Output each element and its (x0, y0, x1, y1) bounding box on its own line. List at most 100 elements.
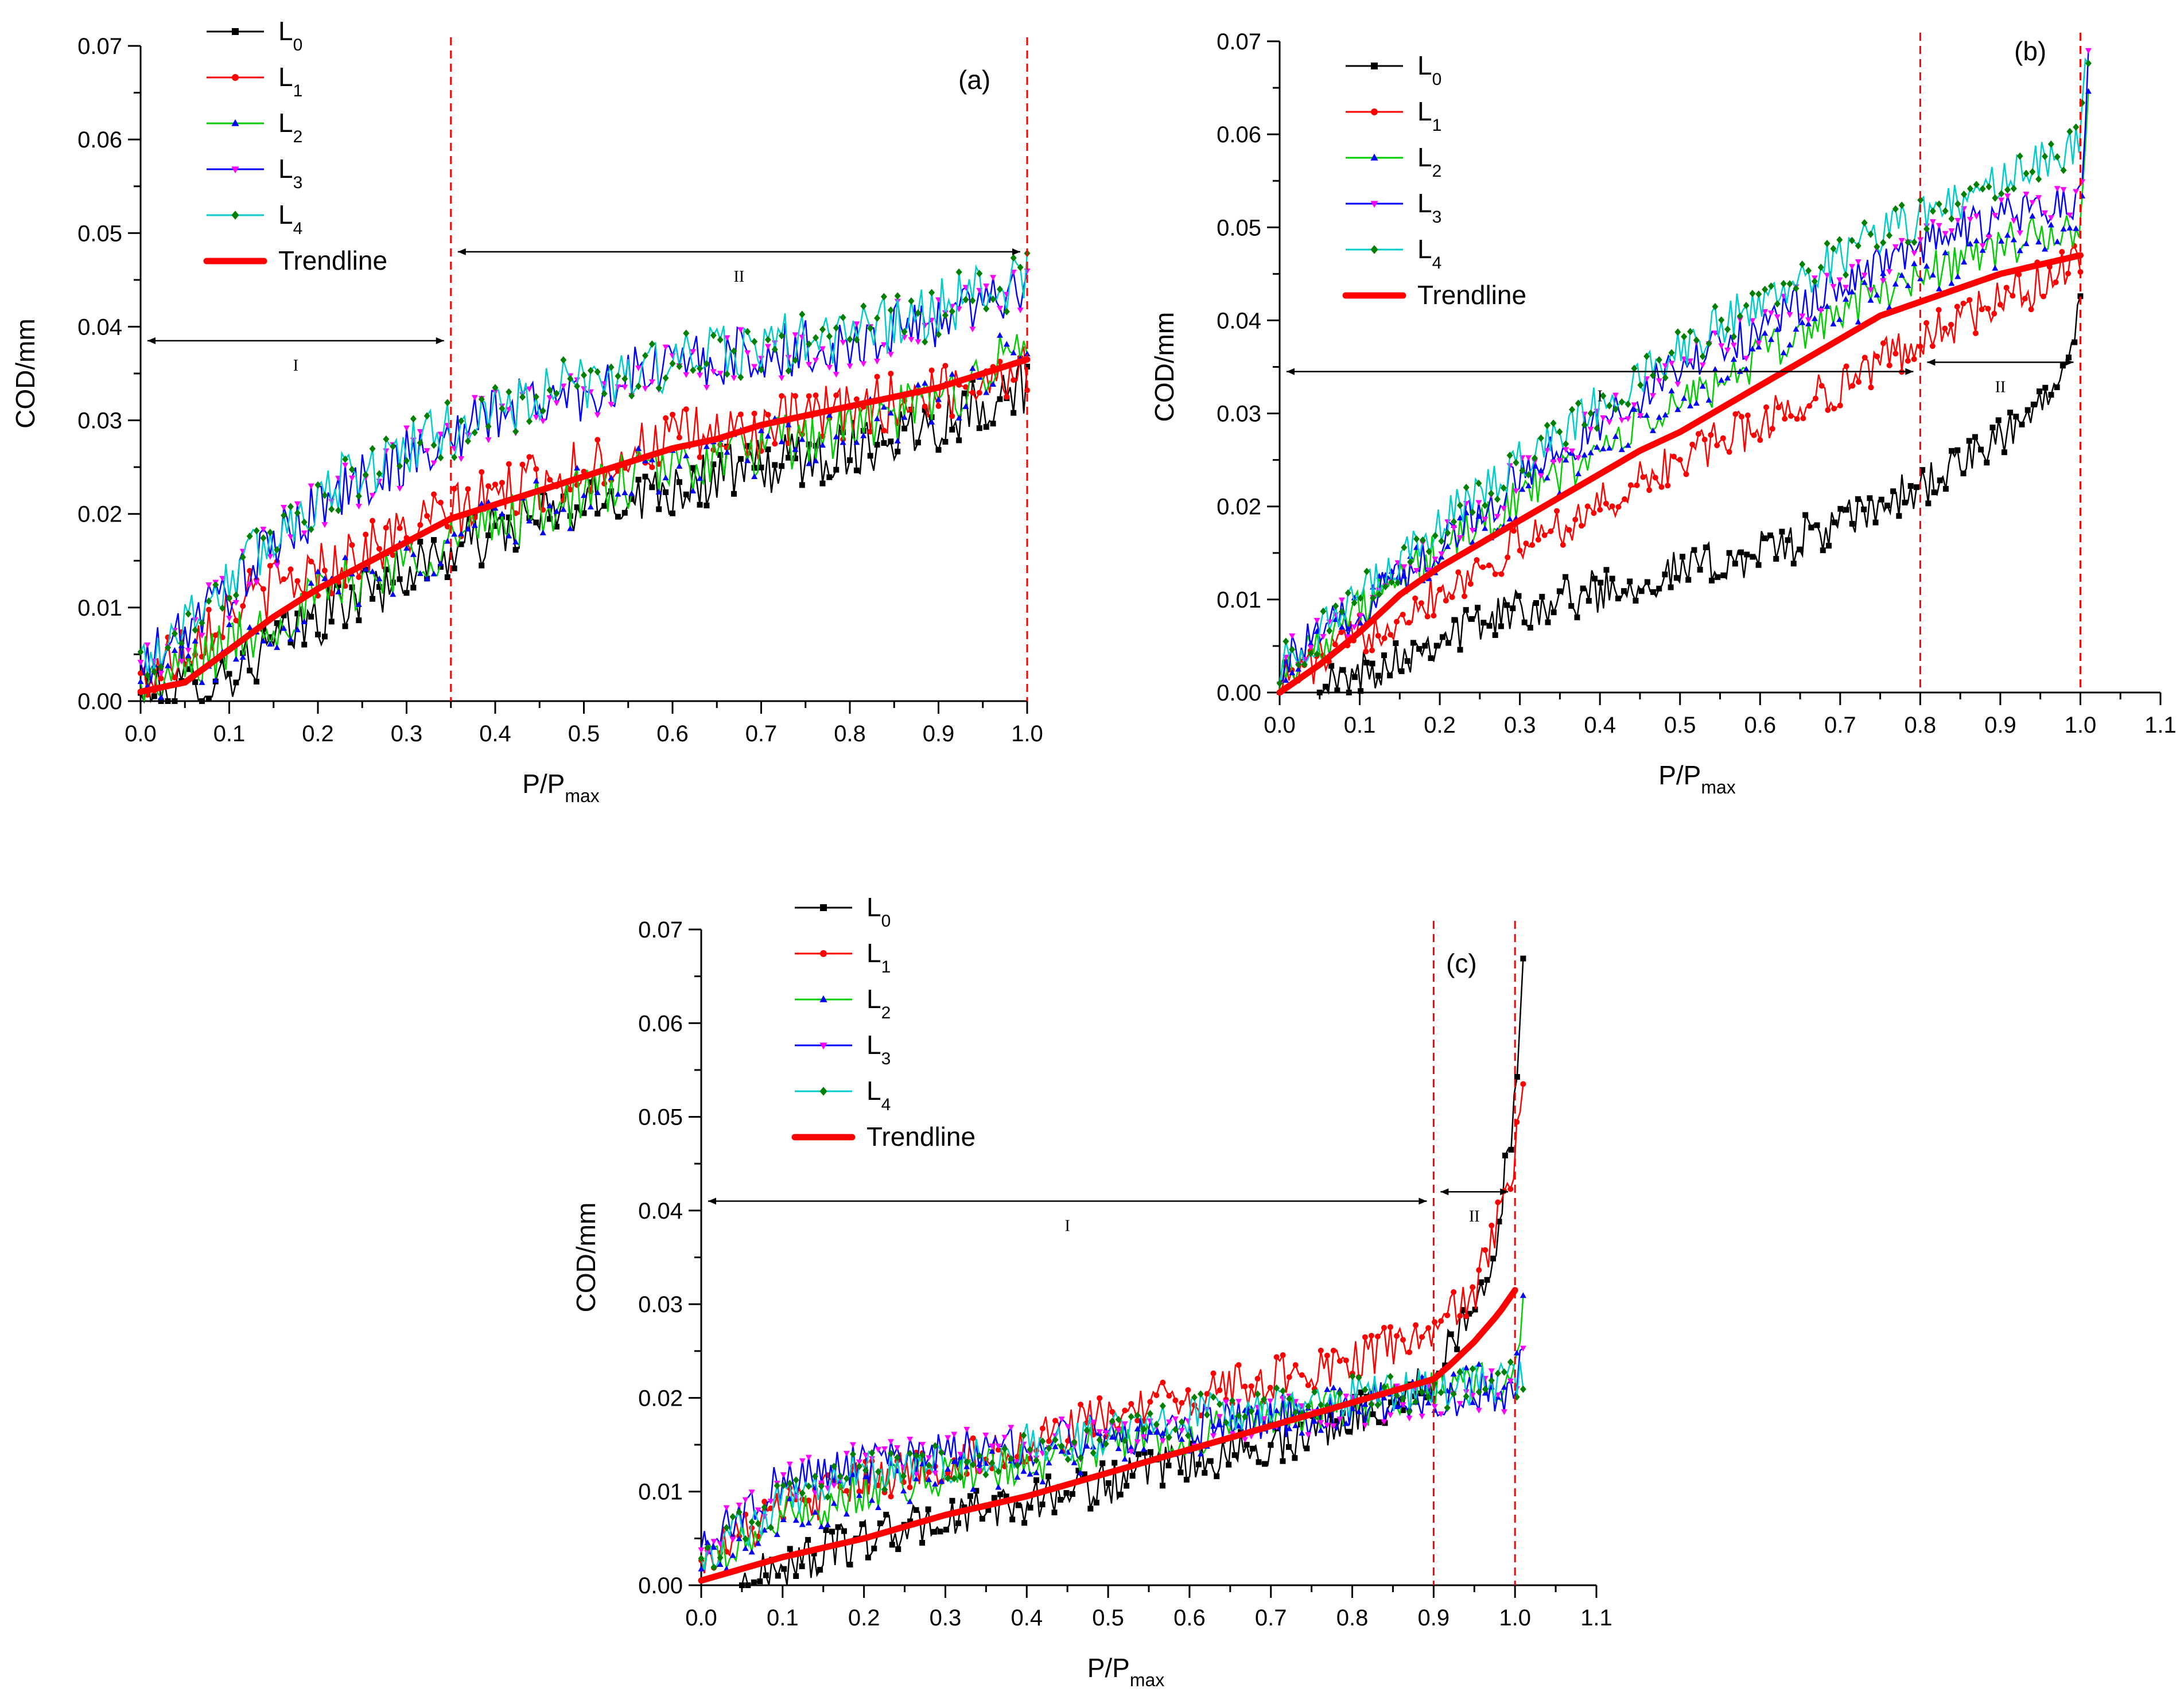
legend-L1-label: L1 (866, 938, 891, 977)
x-tick-label: 0.5 (1664, 713, 1696, 738)
x-tick-label: 0.8 (1336, 1605, 1369, 1631)
chart-panel-b: 0.0 0.1 0.2 0.3 0.4 0.5 0.6 0.7 0.8 0.9 1.0 1.1 0.00… (1149, 29, 2177, 798)
panel-label: (c) (1446, 948, 1477, 978)
region-label: II (1995, 378, 2006, 396)
x-tick-label: 0.3 (1504, 713, 1536, 738)
y-tick-label: 0.05 (638, 1105, 683, 1130)
x-tick-label: 0.5 (1092, 1605, 1124, 1631)
region-arrow-head (1440, 1188, 1449, 1196)
legend-label-main: L (278, 200, 293, 229)
y-tick-label: 0.07 (638, 917, 683, 943)
y-tick-label: 0.03 (638, 1292, 683, 1317)
legend-L4-label: L4 (278, 200, 302, 238)
trendline (137, 356, 1031, 695)
panel-label: (a) (958, 65, 990, 95)
region-arrow-head (1500, 1188, 1509, 1196)
x-axis-title: P/Pmax (522, 769, 600, 806)
legend-L3-marker (819, 1042, 827, 1050)
legend-label-main: L (278, 62, 293, 92)
legend-label-sub: 2 (293, 127, 303, 146)
legend-label-main: L (866, 892, 881, 922)
legend-L0-label: L0 (1417, 50, 1441, 89)
x-axis-title: P/Pmax (1087, 1653, 1165, 1690)
legend-label-sub: 3 (1432, 208, 1442, 227)
legend-L0-marker (232, 28, 239, 35)
y-tick-label: 0.03 (1217, 402, 1261, 427)
series-group (1276, 48, 2092, 695)
legend-L0-marker (1371, 63, 1378, 69)
x-tick-label: 0.0 (685, 1605, 717, 1631)
y-tick-label: 0.06 (1217, 122, 1261, 147)
region-label: II (734, 268, 745, 286)
y-tick-label: 0.07 (77, 34, 122, 59)
x-axis-title-main: P/P (1087, 1653, 1130, 1683)
legend-trendline-label: Trendline (278, 246, 387, 275)
legend-label-sub: 0 (1432, 70, 1442, 89)
legend-L1-marker (232, 74, 239, 81)
trendline (698, 1287, 1518, 1584)
legend-label-main: L (278, 108, 293, 138)
x-tick-label: 0.9 (923, 721, 955, 746)
legend-L4-label: L4 (866, 1076, 891, 1114)
legend-label-main: L (278, 16, 293, 46)
legend-label-sub: 4 (1432, 254, 1442, 273)
legend-L0-label: L0 (866, 892, 891, 931)
legend-label-sub: 1 (1432, 116, 1442, 135)
region-label: I (1598, 388, 1603, 406)
legend-L3-label: L3 (278, 154, 302, 192)
x-tick-label: 0.4 (1011, 1605, 1043, 1631)
legend-L3-marker (231, 166, 239, 174)
panel-label: (b) (2014, 36, 2046, 66)
legend-label-sub: 0 (293, 36, 303, 55)
x-tick-label: 1.1 (2144, 713, 2177, 738)
legend-L3-marker (1370, 201, 1378, 208)
legend-label-sub: 3 (293, 173, 303, 192)
legend-label-sub: 4 (293, 219, 303, 238)
x-tick-label: 1.0 (1011, 721, 1043, 746)
legend-L1-label: L1 (278, 62, 302, 100)
x-tick-label: 0.8 (834, 721, 866, 746)
x-axis-title-main: P/P (522, 769, 565, 799)
legend-L0-label: L0 (278, 16, 302, 55)
x-tick-label: 0.8 (1905, 713, 1937, 738)
x-tick-label: 0.3 (930, 1605, 962, 1631)
x-tick-label: 0.7 (1255, 1605, 1287, 1631)
legend-label-main: L (866, 1076, 881, 1106)
x-tick-label: 0.1 (1344, 713, 1376, 738)
chart-panel-a: 0.0 0.1 0.2 0.3 0.4 0.5 0.6 0.7 0.8 0.9 1.0 0.00 0.0… (10, 16, 1043, 806)
x-tick-label: 0.0 (125, 721, 157, 746)
legend-L1-marker (1371, 108, 1378, 115)
x-tick-label: 1.0 (1499, 1605, 1531, 1631)
x-tick-label: 0.7 (745, 721, 778, 746)
y-tick-label: 0.00 (638, 1573, 683, 1598)
region-arrow-head (1927, 359, 1936, 366)
y-tick-label: 0.00 (77, 689, 122, 714)
x-axis-title-main: P/P (1658, 760, 1701, 790)
x-tick-label: 0.6 (1173, 1605, 1206, 1631)
legend-label-main: L (1417, 142, 1432, 172)
y-tick-label: 0.01 (77, 596, 122, 621)
x-tick-label: 0.4 (479, 721, 511, 746)
legend-L4-label: L4 (1417, 234, 1441, 273)
x-tick-label: 0.2 (1424, 713, 1456, 738)
legend-label-sub: 0 (881, 912, 891, 931)
region-arrow-head (1905, 368, 1914, 375)
region-arrow-head (457, 248, 466, 255)
x-tick-label: 0.0 (1264, 713, 1296, 738)
region-arrow-head (1287, 368, 1295, 375)
y-axis-title: COD/mm (1149, 312, 1179, 422)
chart-panel-c: 0.0 0.1 0.2 0.3 0.4 0.5 0.6 0.7 0.8 0.9 1.0 1.1 0.00… (571, 892, 1612, 1690)
legend-label-sub: 1 (293, 81, 303, 100)
y-tick-label: 0.04 (1217, 308, 1261, 333)
trendline (1276, 252, 2084, 696)
y-tick-label: 0.03 (77, 409, 122, 434)
legend-label-sub: 1 (881, 958, 891, 977)
legend-trendline-label: Trendline (1417, 280, 1526, 310)
x-tick-label: 0.2 (848, 1605, 880, 1631)
y-tick-label: 0.04 (638, 1199, 683, 1224)
legend-L2-label: L2 (278, 108, 302, 146)
legend-label-sub: 3 (881, 1049, 891, 1068)
